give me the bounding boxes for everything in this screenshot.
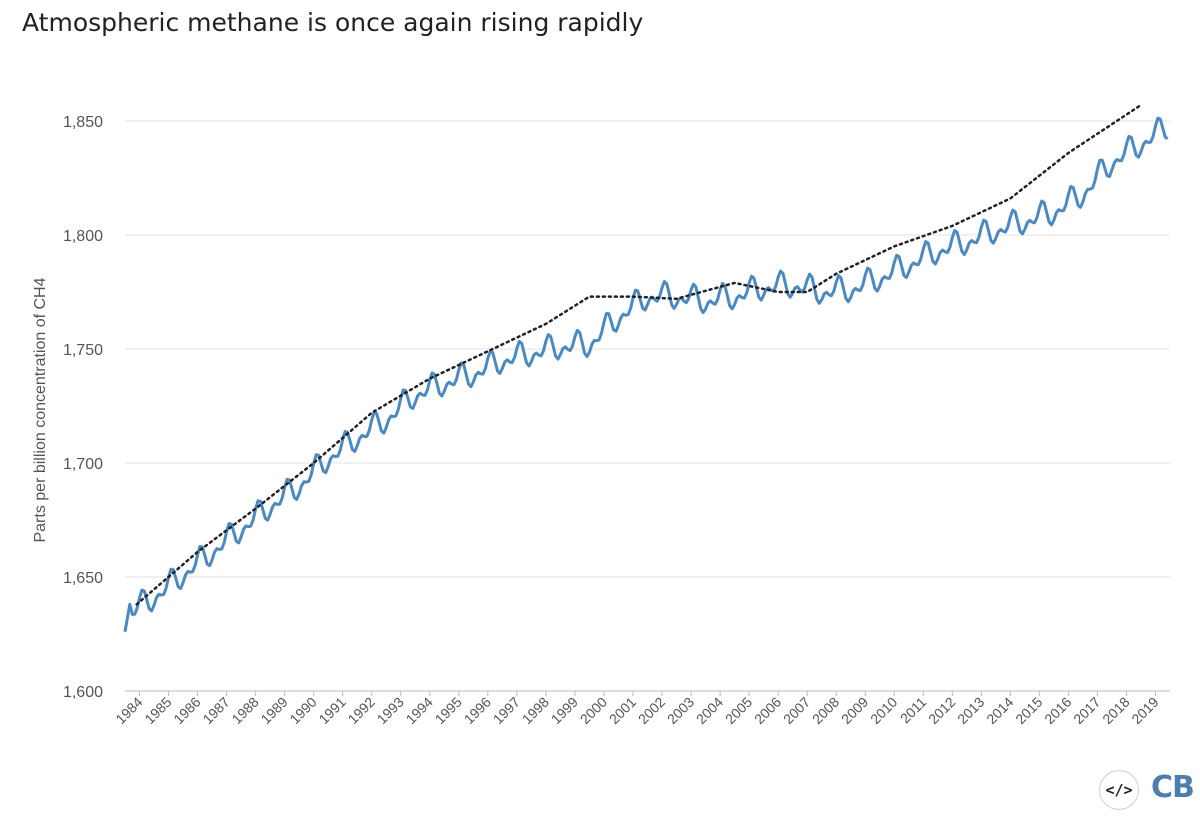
x-tick-label: 1987 <box>199 694 232 727</box>
chart-title: Atmospheric methane is once again rising… <box>22 8 644 37</box>
x-tick-label: 1984 <box>112 694 145 727</box>
x-tick-label: 2005 <box>722 694 755 727</box>
x-tick-label: 2011 <box>897 694 930 727</box>
x-tick-label: 2002 <box>635 694 668 727</box>
x-tick-label: 1992 <box>345 694 378 727</box>
x-tick-label: 1997 <box>490 694 523 727</box>
x-tick-label: 1999 <box>548 694 581 727</box>
x-tick-label: 2003 <box>664 694 697 727</box>
carbon-brief-logo: CB <box>1151 770 1195 805</box>
y-axis-label: Parts per billion concentration of CH4 <box>32 277 49 542</box>
x-tick-label: 1985 <box>141 694 174 727</box>
x-tick-label: 1994 <box>403 694 436 727</box>
x-axis-ticks: 1984198519861987198819891990199119921993… <box>112 691 1162 727</box>
x-tick-label: 2019 <box>1128 694 1161 727</box>
x-tick-label: 1995 <box>432 694 465 727</box>
y-tick-label: 1,700 <box>63 456 103 473</box>
methane-trend-line <box>135 103 1143 606</box>
code-brackets-icon: </> <box>1099 770 1139 810</box>
y-axis-ticks: 1,600 1,650 1,700 1,750 1,800 1,850 <box>63 114 103 701</box>
x-tick-label: 1986 <box>170 694 203 727</box>
x-tick-label: 2010 <box>867 694 900 727</box>
x-tick-label: 1990 <box>286 694 319 727</box>
x-tick-label: 2018 <box>1099 694 1132 727</box>
x-tick-label: 2017 <box>1070 694 1103 727</box>
x-tick-label: 2006 <box>751 694 784 727</box>
x-tick-label: 1989 <box>257 694 290 727</box>
x-tick-label: 1996 <box>461 694 494 727</box>
x-tick-label: 2004 <box>693 694 726 727</box>
x-tick-label: 1988 <box>228 694 261 727</box>
methane-monthly-series <box>123 116 1169 632</box>
y-tick-label: 1,650 <box>63 570 103 587</box>
x-tick-label: 2001 <box>606 694 639 727</box>
gridlines <box>125 120 1170 692</box>
x-tick-label: 2007 <box>780 694 813 727</box>
y-tick-label: 1,800 <box>63 228 103 245</box>
x-tick-label: 1993 <box>374 694 407 727</box>
x-tick-label: 2016 <box>1041 694 1074 727</box>
y-tick-label: 1,750 <box>63 342 103 359</box>
x-tick-label: 2013 <box>954 694 987 727</box>
x-tick-label: 2015 <box>1012 694 1045 727</box>
x-tick-label: 2000 <box>577 694 610 727</box>
y-tick-label: 1,600 <box>63 684 103 701</box>
x-tick-label: 2008 <box>809 694 842 727</box>
x-tick-label: 2014 <box>983 694 1016 727</box>
series-layer <box>123 103 1169 632</box>
y-tick-label: 1,850 <box>63 114 103 131</box>
x-tick-label: 1991 <box>315 694 348 727</box>
x-tick-label: 2009 <box>838 694 871 727</box>
x-tick-label: 1998 <box>519 694 552 727</box>
x-tick-label: 2012 <box>925 694 958 727</box>
